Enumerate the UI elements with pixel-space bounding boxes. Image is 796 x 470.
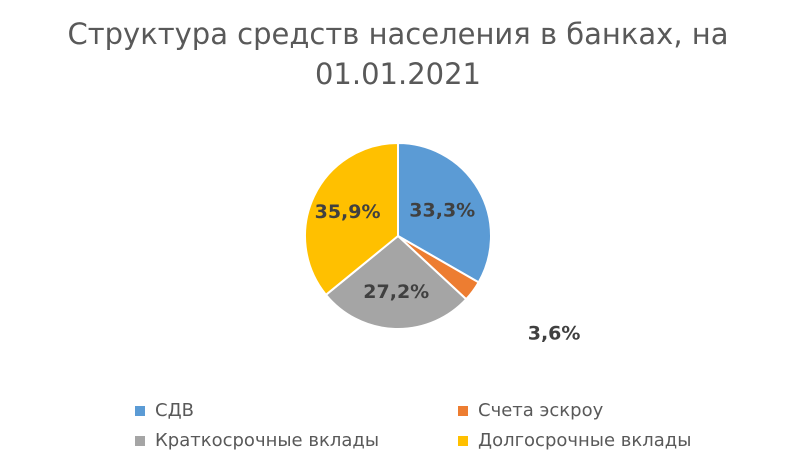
data-label-long-term: 35,9% <box>315 201 381 223</box>
data-label-sdv: 33,3% <box>409 199 475 221</box>
legend-item-long-term: Долгосрочные вклады <box>458 430 691 451</box>
pie-slice-sdv <box>397 141 492 284</box>
pie-slice-short-term <box>324 234 468 330</box>
legend-label-sdv: СДВ <box>155 400 194 421</box>
legend-label-long-term: Долгосрочные вклады <box>478 430 692 451</box>
legend-swatch-escrow <box>458 405 468 416</box>
pie-slices <box>304 141 492 330</box>
legend-label-short-term: Краткосрочные вклады <box>155 430 380 451</box>
legend-label-escrow: Счета эскроу <box>478 400 604 421</box>
chart-title: Структура средств населения в банках, на… <box>0 14 796 94</box>
chart-legend: СДВ Счета эскроу Краткосрочные вклады До… <box>0 394 796 464</box>
chart-title-line-2: 01.01.2021 <box>314 57 482 91</box>
pie-slice-long-term <box>304 141 399 297</box>
legend-item-short-term: Краткосрочные вклады <box>135 430 379 451</box>
pie-data-labels: 33,3% 3,6% 27,2% 35,9% <box>315 199 581 344</box>
legend-swatch-long-term <box>458 435 468 446</box>
legend-item-escrow: Счета эскроу <box>458 400 603 421</box>
data-label-short-term: 27,2% <box>363 281 429 303</box>
data-label-escrow: 3,6% <box>528 322 581 344</box>
chart-title-line-1: Структура средств населения в банках, на <box>67 17 729 51</box>
legend-swatch-short-term <box>135 435 145 446</box>
legend-item-sdv: СДВ <box>135 400 194 421</box>
legend-swatch-sdv <box>135 405 145 416</box>
